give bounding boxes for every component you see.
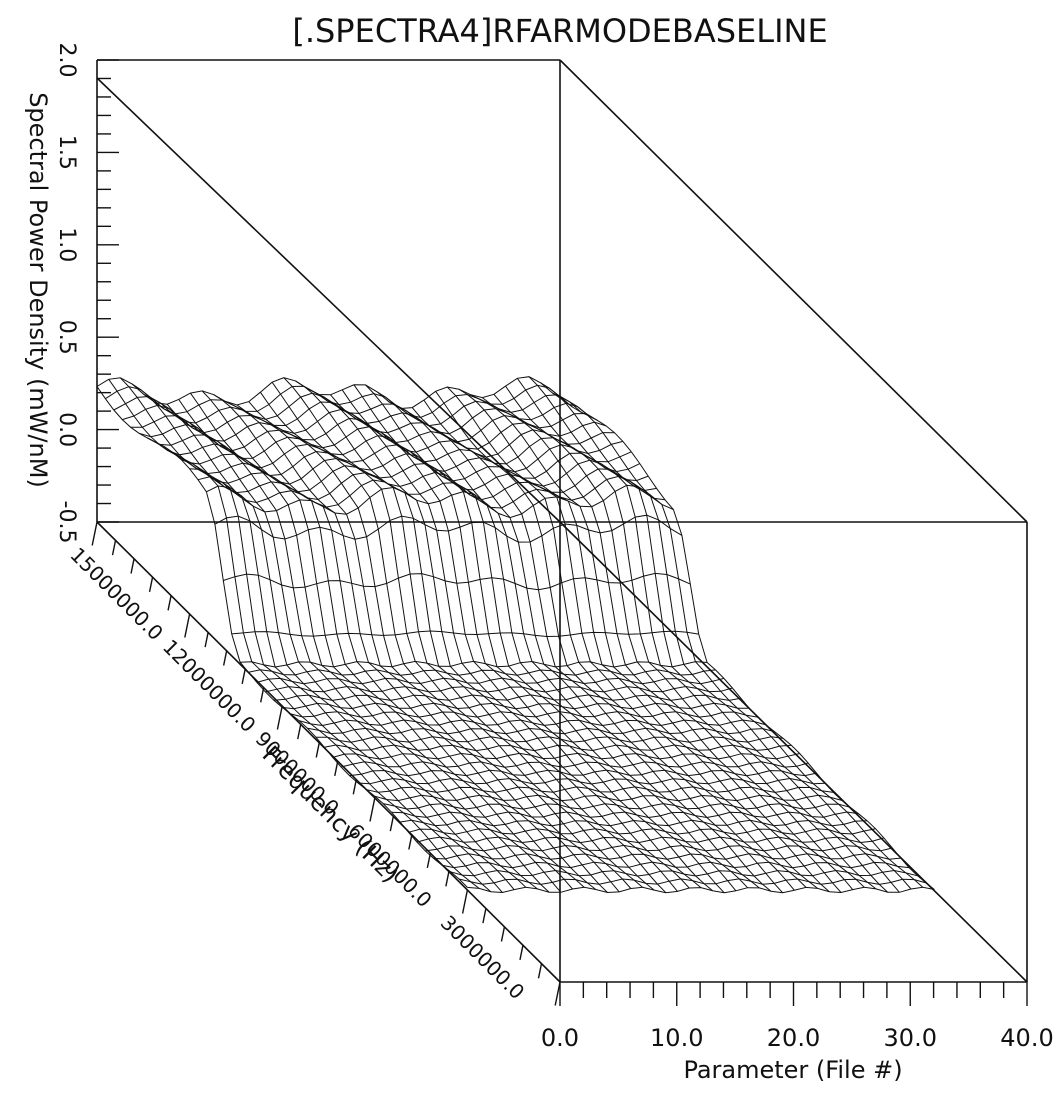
frame-floor-diagonal [559,521,1028,983]
y-tick [369,797,376,822]
y-tick [241,669,246,685]
surface-line [178,399,550,893]
surface-line [540,382,912,890]
y-tick [184,613,191,638]
surface-line [353,384,725,894]
surface-line [563,400,935,890]
z-tick-label: 0.0 [54,412,79,447]
surface-line [330,394,702,888]
y-tick [297,724,302,740]
surface-line [516,378,889,893]
y-tick [352,779,357,795]
surface-line [411,407,783,894]
y-axis: 3000000.06000000.09000000.012000000.0150… [65,521,561,1006]
surface-line [108,379,480,889]
x-tick-label: 0.0 [541,1024,579,1052]
frame-right-top-diagonal [559,59,1028,523]
surface-line [283,377,655,891]
y-tick [519,945,524,961]
surface-line [143,393,515,890]
y-tick [482,908,487,924]
y-tick [334,761,339,777]
x-axis: 0.0 10.0 20.0 30.0 40.0 [541,982,1054,1052]
axes-frame [96,59,1028,983]
surface-line [155,402,527,888]
y-tick [130,558,135,574]
y-tick [445,871,450,887]
z-tick-label: 1.5 [54,135,79,170]
surface-line [341,389,713,892]
z-tick-label: 0.5 [54,320,79,355]
surface-line [225,400,597,890]
z-tick-label: 2.0 [54,43,79,78]
surface-line [189,392,562,893]
y-tick-label: 12000000.0 [158,635,260,737]
surface-line [446,386,818,889]
surface-line [458,388,830,893]
surface-line [201,390,573,890]
surface-line [435,391,807,888]
y-tick [537,963,543,979]
surface-line [166,403,538,890]
surface-line [131,383,503,893]
y-tick [91,521,98,546]
chart-title: [.SPECTRA4]RFARMODEBASELINE [292,12,827,50]
surface-line [259,391,632,889]
surface-line [505,385,877,890]
y-tick [148,577,154,593]
x-tick-label: 20.0 [767,1024,820,1052]
surface-line [528,376,900,893]
y-tick [222,650,228,666]
surface-line [248,401,620,893]
y-tick [167,595,172,611]
y-tick [315,742,320,758]
surface-line [236,404,608,893]
x-tick-label: 40.0 [1000,1024,1053,1052]
z-axis: 2.0 1.5 1.0 0.5 0.0 -0.5 [54,43,119,544]
surface-line [388,401,760,889]
y-tick [204,632,209,648]
y-tick [408,834,413,850]
surface-line [119,377,492,893]
frame-top-diagonal [96,77,561,523]
y-tick [500,926,506,942]
surface-line [470,394,842,893]
y-tick [111,540,117,556]
y-tick [461,889,469,914]
surface-line [467,886,935,894]
surface-line [376,391,748,889]
surface-line [552,392,924,888]
z-axis-label: Spectral Power Density (mW/nM) [24,92,52,488]
y-tick-label: 15000000.0 [65,543,167,645]
surface-line [365,384,737,892]
surface-line [481,397,854,890]
surface-line [172,451,641,485]
y-tick-label: 3000000.0 [436,911,529,1004]
surface-line [400,408,772,892]
x-tick-label: 10.0 [650,1024,703,1052]
y-axis-label: Frequency (Hz) [257,740,405,888]
surface-line [493,393,865,888]
x-tick-label: 30.0 [884,1024,937,1052]
surface-mesh [96,376,935,894]
surface-line [423,399,795,891]
y-tick [276,705,283,730]
x-axis-label: Parameter (File #) [683,1056,902,1084]
surface-line [318,394,690,889]
surface-line [213,394,585,888]
y-tick [554,981,561,1006]
surface-line [306,388,678,892]
z-tick-label: 1.0 [54,227,79,262]
surface-line [271,381,643,888]
y-tick [389,816,395,832]
surface-line [105,384,573,419]
z-tick-label: -0.5 [54,501,79,544]
surface-line [295,380,667,894]
